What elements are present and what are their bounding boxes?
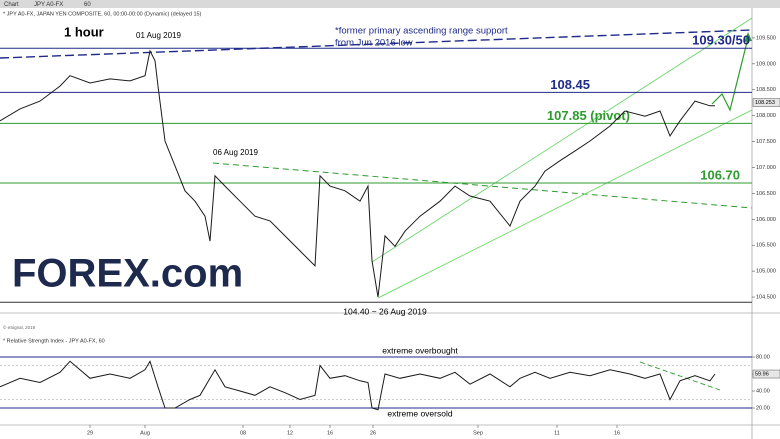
projection-arrow [711,37,749,112]
last-value-label: 59.96 [755,371,769,377]
descending-trendline [212,162,753,209]
y-tick-label: 107.500 [756,139,776,145]
interval-box[interactable]: 60 [84,2,91,8]
last-value-box [752,369,780,379]
arrow-head [744,32,752,42]
y-tick-label: 104.500 [756,294,776,300]
level-label: 109.30/50 [692,33,750,48]
annotation: from Jun 2016 low [335,38,413,49]
level-label: 106.70 [700,167,740,182]
x-tick-label: 26 [370,430,376,436]
x-tick-label: 16 [327,430,333,436]
annotation: *former primary ascending range support [335,26,508,37]
rsi-trendline [639,361,721,391]
x-tick-label: 12 [287,430,293,436]
long-term-trendline [0,29,753,59]
y-tick-label: 109.500 [756,35,776,41]
logo: FOREX.com [12,252,243,296]
y-tick-label: 108.500 [756,87,776,93]
price-line [0,360,716,411]
logo-box [6,256,248,294]
last-value-box [752,98,780,107]
symbol-box[interactable]: JPY A0-FX [34,2,63,8]
level-label: 107.85 (pivot) [547,108,630,123]
timeframe-label: 1 hour [64,24,104,39]
x-tick-label: 11 [554,430,560,436]
y-tick-label: 108.000 [756,113,776,119]
x-tick-label: 29 [87,430,93,436]
level-label: 108.45 [550,77,590,92]
x-tick-label: Aug [140,430,150,436]
copyright: © eSignal, 2019 [3,324,36,330]
y-tick-label: 80.00 [756,354,770,360]
chart-description: * JPY A0-FX, JAPAN YEN COMPOSITE, 60, 00… [3,11,202,17]
level-label: 104.40 ~ 26 Aug 2019 [343,306,427,316]
channel-lower [377,109,753,299]
annotation: 06 Aug 2019 [213,148,258,157]
channel-upper [371,17,753,263]
y-tick-label: 40.00 [756,388,770,394]
y-tick-label: 109.000 [756,61,776,67]
y-tick-label: 105.500 [756,243,776,249]
level-label: extreme oversold [387,408,452,418]
y-tick-label: 105.000 [756,269,776,275]
annotation: 01 Aug 2019 [136,31,181,40]
last-value-label: 108.253 [755,100,775,106]
level-label: extreme overbought [382,345,458,355]
tab-label[interactable]: Chart [4,2,19,8]
rsi-title: * Relative Strength Index - JPY A0-FX, 6… [3,338,105,344]
x-tick-label: Sep [473,430,483,436]
y-tick-label: 106.000 [756,217,776,223]
x-tick-label: 08 [240,430,246,436]
y-tick-label: 20.00 [756,405,770,411]
y-tick-label: 106.500 [756,191,776,197]
toolbar [0,0,780,8]
price-line [0,49,715,298]
y-tick-label: 107.000 [756,165,776,171]
x-tick-label: 16 [614,430,620,436]
